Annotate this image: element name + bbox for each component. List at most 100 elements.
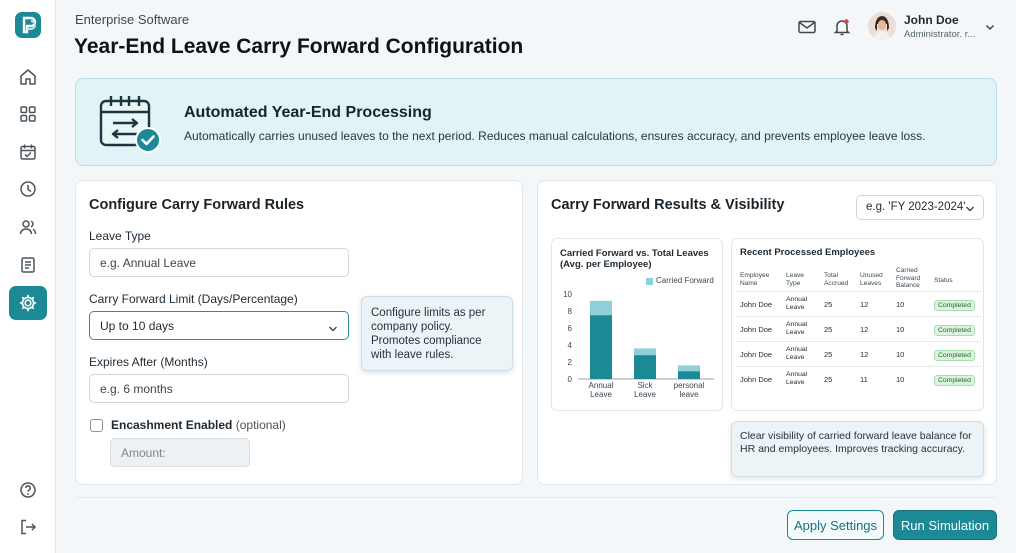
encashment-label: Encashment Enabled (optional) xyxy=(111,418,286,432)
x-tick-label: leave xyxy=(679,390,699,399)
table-cell: Annual Leave xyxy=(786,321,808,336)
legend-label: Carried Forward xyxy=(656,276,714,285)
sidebar-item-home[interactable] xyxy=(9,60,47,94)
table-title: Recent Processed Employees xyxy=(740,247,876,258)
carry-limit-select[interactable]: Up to 10 days xyxy=(89,311,349,340)
table-row-divider xyxy=(736,291,981,292)
y-tick-label: 2 xyxy=(568,358,573,367)
table-cell: 10 xyxy=(896,325,905,334)
calendar-transfer-icon xyxy=(98,93,162,160)
sidebar-item-dashboard[interactable] xyxy=(9,97,47,131)
avatar[interactable] xyxy=(868,12,896,40)
chevron-down-icon[interactable] xyxy=(984,20,996,38)
fiscal-year-value: e.g. 'FY 2023-2024' xyxy=(866,201,966,213)
banner-title: Automated Year-End Processing xyxy=(184,104,432,121)
y-tick-label: 6 xyxy=(568,324,573,333)
mail-icon[interactable] xyxy=(797,17,819,39)
table-cell: 25 xyxy=(824,325,833,334)
bar-total xyxy=(634,355,656,379)
expires-input[interactable]: e.g. 6 months xyxy=(89,374,349,403)
y-tick-label: 0 xyxy=(568,375,573,384)
table-header-cell: Leave Type xyxy=(786,272,804,287)
sidebar-item-help[interactable] xyxy=(9,473,47,507)
carry-limit-label: Carry Forward Limit (Days/Percentage) xyxy=(89,292,298,306)
grid-icon xyxy=(20,106,36,122)
table-row-divider xyxy=(736,366,981,367)
sidebar-item-employees[interactable] xyxy=(9,210,47,244)
visibility-tooltip-text: Clear visibility of carried forward leav… xyxy=(740,430,972,455)
sidebar-item-reports[interactable] xyxy=(9,248,47,282)
expires-label: Expires After (Months) xyxy=(89,355,208,369)
sidebar-item-logout[interactable] xyxy=(9,510,47,544)
x-tick-label: Annual xyxy=(589,381,614,390)
table-header-cell: Carried Forward Balance xyxy=(896,267,921,289)
leave-type-input[interactable]: e.g. Annual Leave xyxy=(89,248,349,277)
sidebar-item-calendar[interactable] xyxy=(9,135,47,169)
clock-icon xyxy=(20,181,36,197)
table-cell: Annual Leave xyxy=(786,371,808,386)
calendar-check-icon xyxy=(20,144,36,160)
amount-input[interactable]: Amount: xyxy=(110,438,250,467)
carry-limit-value: Up to 10 days xyxy=(100,319,175,333)
table-cell: 11 xyxy=(860,375,868,384)
home-icon xyxy=(20,69,36,85)
chevron-down-icon xyxy=(965,204,975,216)
logout-icon xyxy=(21,519,37,535)
bell-icon[interactable] xyxy=(832,17,854,39)
status-badge: Completed xyxy=(934,300,975,311)
leave-type-label: Leave Type xyxy=(89,229,151,243)
status-badge: Completed xyxy=(934,350,975,361)
y-tick-label: 10 xyxy=(563,290,572,299)
status-badge: Completed xyxy=(934,375,975,386)
banner-text: Automatically carries unused leaves to t… xyxy=(184,129,926,143)
status-badge: Completed xyxy=(934,325,975,336)
legend-swatch xyxy=(646,278,653,285)
table-cell: 10 xyxy=(896,300,905,309)
table-cell: Annual Leave xyxy=(786,296,808,311)
document-icon xyxy=(21,257,35,273)
apply-settings-button[interactable]: Apply Settings xyxy=(787,510,884,540)
table-cell: John Doe xyxy=(740,325,773,334)
sidebar-item-settings[interactable] xyxy=(9,286,47,320)
table-cell: 25 xyxy=(824,375,833,384)
run-simulation-button[interactable]: Run Simulation xyxy=(893,510,997,540)
chart-title: Carried Forward vs. Total Leaves (Avg. p… xyxy=(560,248,709,270)
results-card: Carry Forward Results & Visibility e.g. … xyxy=(537,180,997,485)
table-header-cell: Unused Leaves xyxy=(860,272,883,287)
table-cell: 12 xyxy=(860,350,869,359)
limit-tooltip: Configure limits as per company policy. … xyxy=(361,296,513,371)
table-cell: Annual Leave xyxy=(786,346,808,361)
help-icon xyxy=(20,482,36,498)
sidebar xyxy=(0,0,56,553)
fiscal-year-select[interactable]: e.g. 'FY 2023-2024' xyxy=(856,195,984,220)
table-cell: 25 xyxy=(824,350,833,359)
table-cell: 10 xyxy=(896,350,905,359)
table-header-cell: Status xyxy=(934,277,953,284)
encashment-checkbox[interactable] xyxy=(90,419,103,432)
table-header-cell: Employee Name xyxy=(740,272,770,287)
x-tick-label: personal xyxy=(674,381,705,390)
table-row-divider xyxy=(736,316,981,317)
table-cell: 10 xyxy=(896,375,905,384)
table-row-divider xyxy=(736,341,981,342)
y-tick-label: 8 xyxy=(568,307,573,316)
table-cell: John Doe xyxy=(740,375,773,384)
user-role: Administrator. r... xyxy=(904,29,976,40)
app-logo-icon[interactable] xyxy=(15,12,41,38)
sidebar-item-time[interactable] xyxy=(9,172,47,206)
y-tick-label: 4 xyxy=(568,341,573,350)
page-title: Year-End Leave Carry Forward Configurati… xyxy=(74,35,524,58)
table-header-cell: Total Accrued xyxy=(824,272,849,287)
table-cell: 25 xyxy=(824,300,833,309)
user-name: John Doe xyxy=(904,13,959,27)
bar-total xyxy=(678,371,700,379)
carry-forward-chart: Carried Forward vs. Total Leaves (Avg. p… xyxy=(551,238,723,411)
table-cell: John Doe xyxy=(740,350,773,359)
config-title: Configure Carry Forward Rules xyxy=(89,197,305,213)
info-banner: Automated Year-End Processing Automatica… xyxy=(75,78,997,166)
limit-tooltip-text: Configure limits as per company policy. … xyxy=(371,307,486,361)
processed-employees-table: Recent Processed Employees Employee Name L… xyxy=(731,238,984,411)
bar-total xyxy=(590,315,612,379)
table-cell: 12 xyxy=(860,300,869,309)
visibility-tooltip: Clear visibility of carried forward leav… xyxy=(731,421,984,477)
